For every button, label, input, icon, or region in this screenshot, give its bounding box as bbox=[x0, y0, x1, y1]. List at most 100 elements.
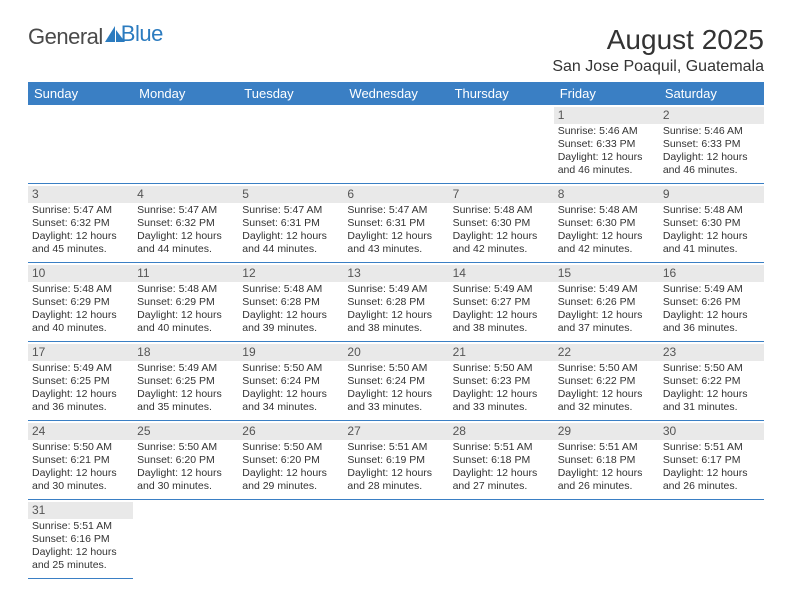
calendar-cell bbox=[133, 105, 238, 184]
calendar-row: 10Sunrise: 5:48 AMSunset: 6:29 PMDayligh… bbox=[28, 263, 764, 342]
day-info-line: and 31 minutes. bbox=[663, 401, 760, 414]
calendar-cell: 20Sunrise: 5:50 AMSunset: 6:24 PMDayligh… bbox=[343, 342, 448, 421]
calendar-cell: 13Sunrise: 5:49 AMSunset: 6:28 PMDayligh… bbox=[343, 263, 448, 342]
day-info-line: and 33 minutes. bbox=[347, 401, 444, 414]
calendar-row: 1Sunrise: 5:46 AMSunset: 6:33 PMDaylight… bbox=[28, 105, 764, 184]
calendar-body: 1Sunrise: 5:46 AMSunset: 6:33 PMDaylight… bbox=[28, 105, 764, 579]
day-info-line: and 40 minutes. bbox=[32, 322, 129, 335]
calendar-cell: 7Sunrise: 5:48 AMSunset: 6:30 PMDaylight… bbox=[449, 184, 554, 263]
day-number: 20 bbox=[343, 344, 448, 361]
day-info-line: and 36 minutes. bbox=[663, 322, 760, 335]
calendar-cell: 31Sunrise: 5:51 AMSunset: 6:16 PMDayligh… bbox=[28, 500, 133, 579]
day-info-line: Daylight: 12 hours bbox=[32, 388, 129, 401]
calendar-cell bbox=[449, 500, 554, 579]
calendar-cell: 4Sunrise: 5:47 AMSunset: 6:32 PMDaylight… bbox=[133, 184, 238, 263]
calendar-cell bbox=[343, 105, 448, 184]
day-info-line: Sunrise: 5:50 AM bbox=[242, 362, 339, 375]
page: General Blue August 2025 San Jose Poaqui… bbox=[0, 0, 792, 603]
calendar-cell bbox=[28, 105, 133, 184]
day-info-line: Sunset: 6:25 PM bbox=[32, 375, 129, 388]
day-info-line: Sunrise: 5:50 AM bbox=[347, 362, 444, 375]
day-header: Friday bbox=[554, 82, 659, 105]
day-number: 21 bbox=[449, 344, 554, 361]
day-info-line: Daylight: 12 hours bbox=[558, 151, 655, 164]
day-info-line: Sunrise: 5:50 AM bbox=[558, 362, 655, 375]
logo-text-b: Blue bbox=[121, 21, 163, 47]
day-number: 29 bbox=[554, 423, 659, 440]
day-info-line: and 33 minutes. bbox=[453, 401, 550, 414]
day-info-line: Sunset: 6:16 PM bbox=[32, 533, 129, 546]
day-number: 26 bbox=[238, 423, 343, 440]
day-info-line: Sunrise: 5:48 AM bbox=[242, 283, 339, 296]
day-info-line: Daylight: 12 hours bbox=[32, 230, 129, 243]
day-header: Tuesday bbox=[238, 82, 343, 105]
calendar-cell: 14Sunrise: 5:49 AMSunset: 6:27 PMDayligh… bbox=[449, 263, 554, 342]
day-info-line: and 42 minutes. bbox=[453, 243, 550, 256]
calendar-cell: 18Sunrise: 5:49 AMSunset: 6:25 PMDayligh… bbox=[133, 342, 238, 421]
day-info-line: Daylight: 12 hours bbox=[242, 388, 339, 401]
calendar-cell: 28Sunrise: 5:51 AMSunset: 6:18 PMDayligh… bbox=[449, 421, 554, 500]
day-info-line: and 35 minutes. bbox=[137, 401, 234, 414]
calendar-cell: 23Sunrise: 5:50 AMSunset: 6:22 PMDayligh… bbox=[659, 342, 764, 421]
day-info-line: and 45 minutes. bbox=[32, 243, 129, 256]
day-info-line: Sunset: 6:27 PM bbox=[453, 296, 550, 309]
day-number: 23 bbox=[659, 344, 764, 361]
day-number: 16 bbox=[659, 265, 764, 282]
day-info-line: Daylight: 12 hours bbox=[347, 467, 444, 480]
day-header: Sunday bbox=[28, 82, 133, 105]
day-info-line: Sunset: 6:18 PM bbox=[453, 454, 550, 467]
day-info-line: and 34 minutes. bbox=[242, 401, 339, 414]
calendar-cell: 1Sunrise: 5:46 AMSunset: 6:33 PMDaylight… bbox=[554, 105, 659, 184]
day-info-line: and 36 minutes. bbox=[32, 401, 129, 414]
day-info-line: and 42 minutes. bbox=[558, 243, 655, 256]
day-info-line: Daylight: 12 hours bbox=[663, 151, 760, 164]
calendar-cell: 25Sunrise: 5:50 AMSunset: 6:20 PMDayligh… bbox=[133, 421, 238, 500]
day-info-line: Daylight: 12 hours bbox=[558, 230, 655, 243]
day-info-line: Sunrise: 5:48 AM bbox=[453, 204, 550, 217]
location: San Jose Poaquil, Guatemala bbox=[552, 58, 764, 76]
day-info-line: Sunset: 6:21 PM bbox=[32, 454, 129, 467]
day-info-line: Sunrise: 5:49 AM bbox=[347, 283, 444, 296]
day-info-line: Sunrise: 5:49 AM bbox=[558, 283, 655, 296]
day-number: 5 bbox=[238, 186, 343, 203]
calendar-cell: 11Sunrise: 5:48 AMSunset: 6:29 PMDayligh… bbox=[133, 263, 238, 342]
day-info-line: Sunrise: 5:46 AM bbox=[558, 125, 655, 138]
day-info-line: Sunset: 6:28 PM bbox=[347, 296, 444, 309]
day-info-line: Daylight: 12 hours bbox=[453, 309, 550, 322]
calendar-cell: 30Sunrise: 5:51 AMSunset: 6:17 PMDayligh… bbox=[659, 421, 764, 500]
calendar-cell: 3Sunrise: 5:47 AMSunset: 6:32 PMDaylight… bbox=[28, 184, 133, 263]
calendar-cell: 16Sunrise: 5:49 AMSunset: 6:26 PMDayligh… bbox=[659, 263, 764, 342]
day-info-line: Sunrise: 5:49 AM bbox=[32, 362, 129, 375]
day-info-line: Sunrise: 5:48 AM bbox=[137, 283, 234, 296]
day-number: 19 bbox=[238, 344, 343, 361]
day-info-line: Sunset: 6:20 PM bbox=[242, 454, 339, 467]
day-info-line: Sunrise: 5:50 AM bbox=[242, 441, 339, 454]
calendar-row: 17Sunrise: 5:49 AMSunset: 6:25 PMDayligh… bbox=[28, 342, 764, 421]
calendar-cell bbox=[133, 500, 238, 579]
day-info-line: Sunset: 6:26 PM bbox=[558, 296, 655, 309]
calendar-head: SundayMondayTuesdayWednesdayThursdayFrid… bbox=[28, 82, 764, 105]
title-block: August 2025 San Jose Poaquil, Guatemala bbox=[552, 24, 764, 76]
day-number: 22 bbox=[554, 344, 659, 361]
calendar-cell bbox=[659, 500, 764, 579]
day-info-line: Sunrise: 5:49 AM bbox=[137, 362, 234, 375]
day-info-line: Daylight: 12 hours bbox=[663, 467, 760, 480]
calendar-cell: 5Sunrise: 5:47 AMSunset: 6:31 PMDaylight… bbox=[238, 184, 343, 263]
day-info-line: Daylight: 12 hours bbox=[347, 388, 444, 401]
day-number: 24 bbox=[28, 423, 133, 440]
day-info-line: and 41 minutes. bbox=[663, 243, 760, 256]
calendar-cell: 21Sunrise: 5:50 AMSunset: 6:23 PMDayligh… bbox=[449, 342, 554, 421]
day-info-line: Daylight: 12 hours bbox=[663, 230, 760, 243]
day-info-line: Daylight: 12 hours bbox=[137, 388, 234, 401]
calendar-cell bbox=[238, 500, 343, 579]
day-info-line: and 44 minutes. bbox=[242, 243, 339, 256]
day-number: 11 bbox=[133, 265, 238, 282]
calendar-row: 24Sunrise: 5:50 AMSunset: 6:21 PMDayligh… bbox=[28, 421, 764, 500]
day-info-line: Sunrise: 5:51 AM bbox=[453, 441, 550, 454]
day-number: 18 bbox=[133, 344, 238, 361]
day-number: 4 bbox=[133, 186, 238, 203]
calendar-cell bbox=[238, 105, 343, 184]
day-info-line: Sunrise: 5:50 AM bbox=[32, 441, 129, 454]
day-info-line: Daylight: 12 hours bbox=[32, 546, 129, 559]
day-info-line: Sunrise: 5:50 AM bbox=[137, 441, 234, 454]
